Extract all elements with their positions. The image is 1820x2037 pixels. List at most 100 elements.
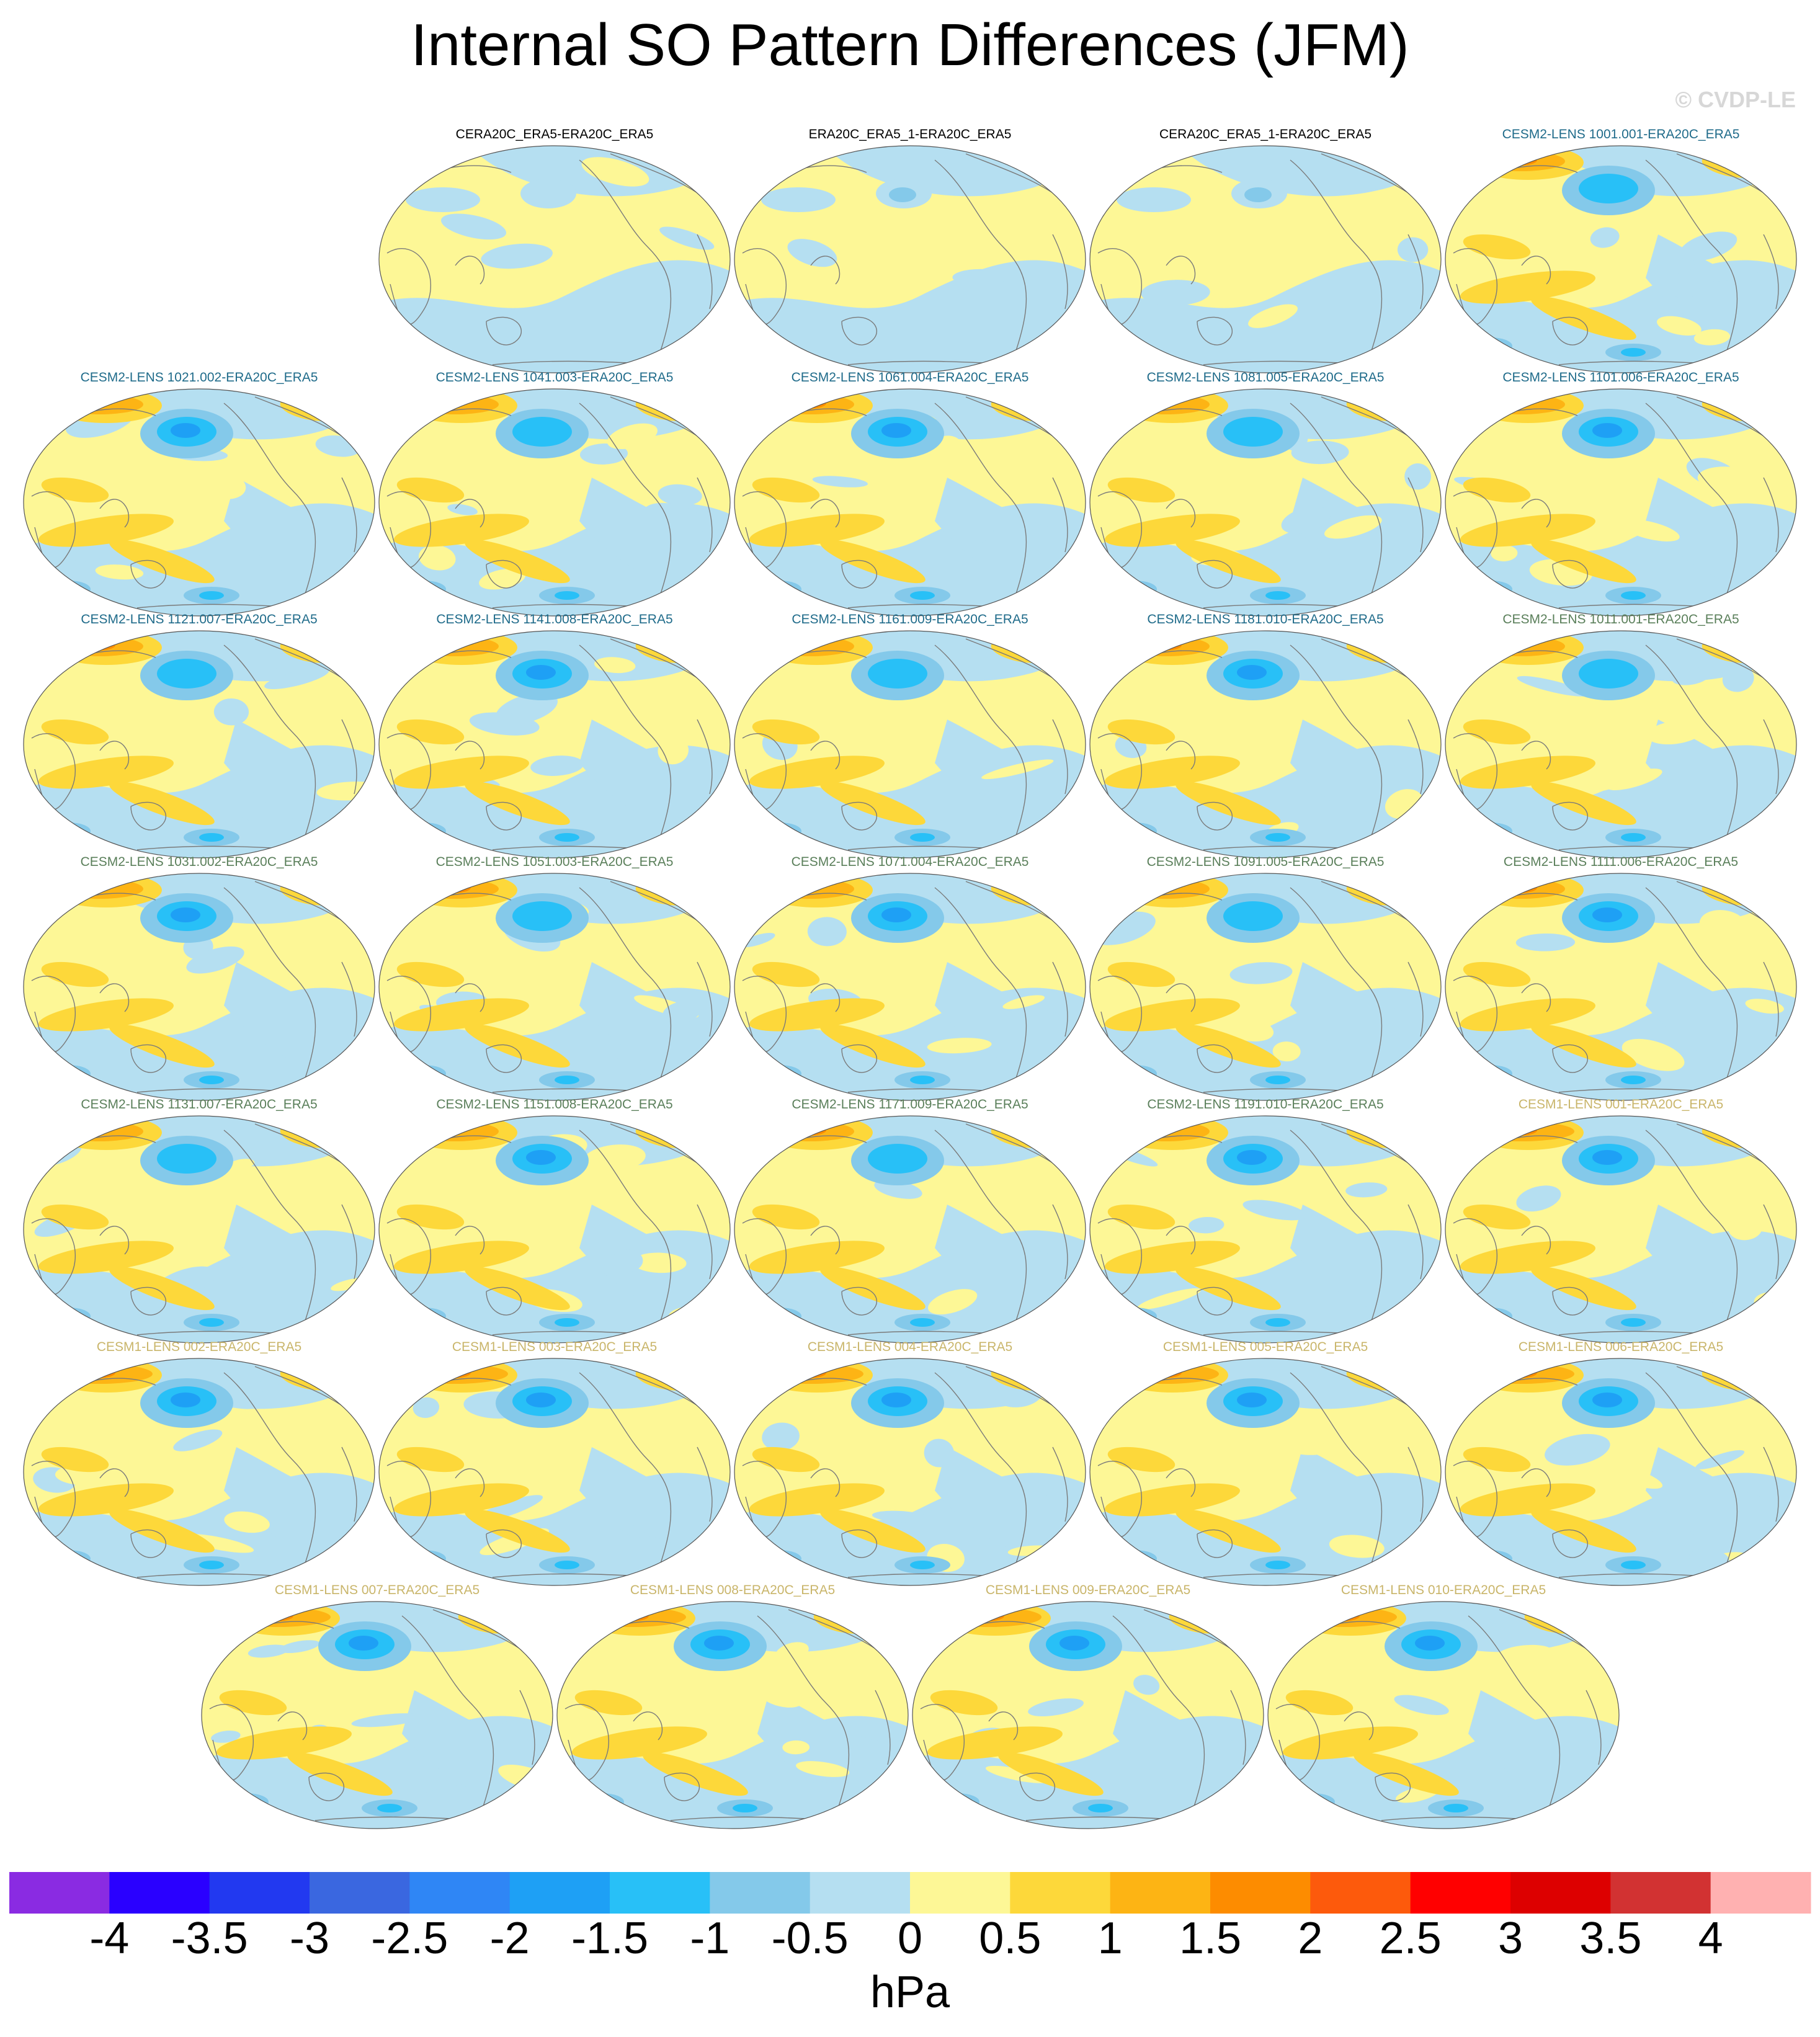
anomaly-region [221,924,252,953]
negative-anomaly [758,581,801,598]
negative-anomaly [1237,1150,1267,1165]
panel-title: CESM2-LENS 1191.010-ERA20C_ERA5 [1147,1097,1384,1112]
negative-anomaly [1223,901,1283,931]
map-globe [378,630,731,858]
map-globe [1089,873,1442,1101]
anomaly-region [1620,519,1680,542]
panel-title: CESM2-LENS 1151.008-ERA20C_ERA5 [436,1097,673,1112]
positive-anomaly [396,719,465,745]
map-panel: CESM2-LENS 1011.001-ERA20C_ERA5 [1443,612,1798,862]
anomaly-region [952,269,1007,285]
anomaly-region [1006,1789,1037,1816]
positive-anomaly [41,719,109,745]
coastlines [386,1123,713,1337]
map-globe [378,388,731,617]
positive-anomaly [1460,1241,1595,1274]
negative-anomaly [1237,665,1267,680]
negative-anomaly [1265,1318,1290,1327]
anomaly-region [762,1422,800,1451]
anomaly-region [1592,1461,1663,1489]
negative-anomaly [1469,1550,1512,1567]
anomaly-region [952,775,981,804]
anomaly-region [583,1144,646,1172]
panel-title: CESM2-LENS 1131.007-ERA20C_ERA5 [81,1097,318,1112]
negative-anomaly [555,1561,579,1569]
positive-anomaly [1123,879,1210,899]
positive-anomaly [1117,873,1228,907]
panel-title: CESM1-LENS 003-ERA20C_ERA5 [452,1340,658,1354]
positive-anomaly [109,1266,215,1311]
positive-anomaly [767,1121,854,1141]
positive-anomaly [1105,1241,1240,1274]
negative-anomaly [47,1065,91,1082]
positive-anomaly [406,1116,517,1150]
anomaly-region [479,568,526,590]
map-globe [1445,1115,1797,1344]
negative-anomaly [1113,1308,1157,1325]
positive-anomaly [1469,1121,1574,1141]
anomaly-region [73,542,114,562]
negative-anomaly [1265,833,1290,842]
colorbar-tick-label: 2 [1298,1914,1323,1963]
negative-anomaly [526,1393,556,1407]
negative-anomaly [1265,591,1290,600]
panel-title: CESM2-LENS 1101.006-ERA20C_ERA5 [1502,370,1739,385]
positive-anomaly [1175,539,1281,584]
positive-anomaly [219,1690,287,1716]
globe-outline [378,630,731,858]
anomaly-region [759,1685,804,1708]
positive-anomaly [643,1752,748,1796]
anomaly-region [228,1159,255,1170]
map-globe [734,145,1086,373]
positive-anomaly [406,631,517,665]
positive-anomaly [927,1726,1063,1760]
positive-anomaly [789,398,826,409]
positive-anomaly [412,879,499,899]
globe-outline [734,388,1086,617]
anomaly-region [419,545,456,571]
panel-title: CESM2-LENS 1171.009-ERA20C_ERA5 [792,1097,1028,1112]
negative-anomaly [758,1550,801,1567]
anomaly-region [1006,550,1058,580]
anomaly-region [211,1731,241,1743]
positive-anomaly [41,961,109,987]
anomaly-region [937,1254,988,1265]
positive-anomaly [1531,1023,1636,1068]
map-panel: CESM2-LENS 1051.003-ERA20C_ERA5 [377,855,732,1104]
anomaly-region [1272,1041,1301,1062]
positive-anomaly [412,394,499,414]
anomaly-region [530,756,584,776]
anomaly-region [1137,1288,1202,1310]
panel-title: CESM2-LENS 1121.007-ERA20C_ERA5 [81,612,318,626]
anomaly-region [952,522,994,546]
positive-anomaly [1460,1483,1595,1517]
positive-anomaly [1123,636,1210,656]
panel-title: CESM2-LENS 1141.008-ERA20C_ERA5 [436,612,673,626]
panel-title: CESM1-LENS 004-ERA20C_ERA5 [807,1340,1013,1354]
globe-outline [734,145,1086,373]
panel-title: CESM1-LENS 002-ERA20C_ERA5 [96,1340,302,1354]
colorbar-tick-label: 1.5 [1179,1914,1242,1963]
colorbar-swatch [9,1872,110,1914]
positive-anomaly [1107,961,1175,987]
anomaly-region [1516,1185,1561,1212]
map-panel: CESM2-LENS 1161.009-ERA20C_ERA5 [733,612,1087,862]
map-globe [1089,1115,1442,1344]
positive-anomaly [761,1116,873,1150]
negative-anomaly [1469,581,1512,598]
positive-anomaly [434,1367,471,1378]
anomaly-region [796,1761,850,1777]
colorbar-tick-label: -3 [289,1914,330,1963]
anomaly-region [927,1038,992,1054]
map-globe [1089,145,1442,373]
map-panel: CESM1-LENS 002-ERA20C_ERA5 [22,1340,377,1589]
colorbar-tick-label: 4 [1698,1914,1723,1963]
colorbar-swatch [1410,1872,1511,1914]
map-panel: CESM1-LENS 003-ERA20C_ERA5 [377,1340,732,1589]
anomaly-region [186,946,244,974]
anomaly-region [213,698,249,726]
globe-outline [378,873,731,1101]
map-globe [378,1115,731,1344]
negative-anomaly [403,822,446,840]
negative-anomaly [1592,1393,1622,1407]
